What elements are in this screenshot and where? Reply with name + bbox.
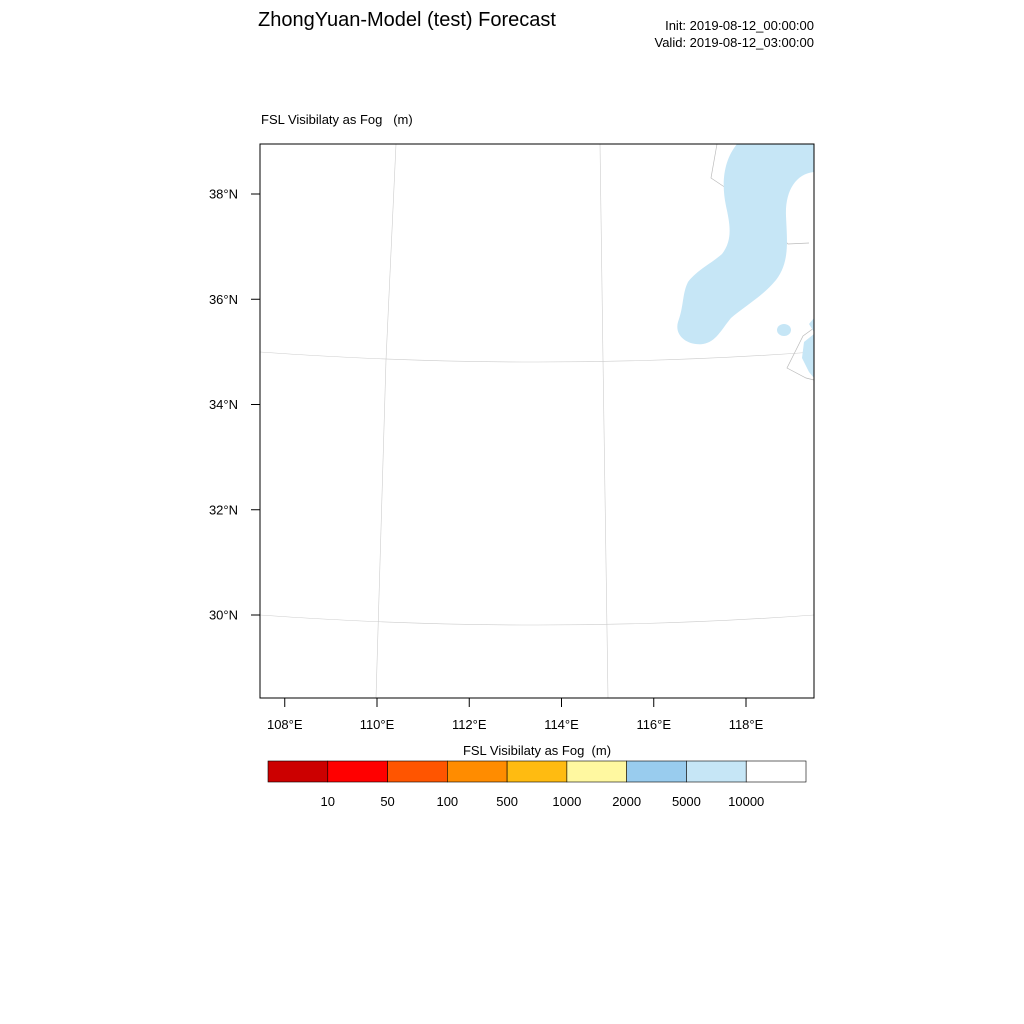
colorbar-box bbox=[267, 760, 329, 783]
colorbar-label: 5000 bbox=[672, 794, 701, 809]
colorbar-label: 1000 bbox=[552, 794, 581, 809]
init-time: Init: 2019-08-12_00:00:00 bbox=[665, 18, 814, 33]
longitude-axis: 108°E 110°E 112°E 114°E 116°E 118°E bbox=[267, 698, 764, 732]
lon-tick-label: 112°E bbox=[452, 717, 487, 732]
lat-tick-label: 30°N bbox=[209, 608, 238, 623]
colorbar-box bbox=[506, 760, 568, 783]
fog-region bbox=[677, 144, 814, 345]
lat-tick-label: 36°N bbox=[209, 292, 238, 307]
lon-tick-label: 118°E bbox=[729, 717, 764, 732]
lon-tick-label: 114°E bbox=[544, 717, 579, 732]
lat-tick-label: 32°N bbox=[209, 502, 238, 517]
colorbar-label: 500 bbox=[496, 794, 518, 809]
valid-time: Valid: 2019-08-12_03:00:00 bbox=[654, 35, 815, 50]
lon-tick-label: 110°E bbox=[360, 717, 395, 732]
colorbar-box bbox=[327, 760, 388, 783]
colorbar-box bbox=[745, 760, 807, 783]
lat-tick-label: 34°N bbox=[209, 397, 238, 412]
lon-tick-label: 108°E bbox=[267, 717, 303, 732]
colorbar-title: FSL Visibilaty as Fog (m) bbox=[462, 743, 612, 758]
colorbar-label: 10 bbox=[321, 794, 335, 809]
graticule bbox=[259, 143, 815, 699]
colorbar-box bbox=[686, 760, 747, 783]
map-frame bbox=[259, 143, 815, 699]
colorbar-label: 2000 bbox=[612, 794, 641, 809]
chart-title: ZhongYuan-Model (test) Forecast bbox=[258, 9, 556, 31]
fog-region bbox=[777, 324, 791, 336]
colorbar-box bbox=[387, 760, 448, 783]
fog-region bbox=[802, 334, 814, 378]
graticule-line bbox=[259, 614, 815, 626]
latitude-axis: 38°N 36°N 34°N 32°N 30°N bbox=[209, 187, 260, 623]
colorbar-label: 100 bbox=[436, 794, 458, 809]
field-title: FSL Visibilaty as Fog (m) bbox=[261, 112, 413, 127]
border-line bbox=[786, 327, 815, 381]
lon-tick-label: 116°E bbox=[636, 717, 671, 732]
colorbar-box bbox=[626, 760, 687, 783]
colorbar-label: 10000 bbox=[728, 794, 764, 809]
colorbar-box bbox=[566, 760, 627, 783]
graticule-line bbox=[599, 143, 609, 699]
lat-tick-label: 38°N bbox=[209, 187, 238, 202]
colorbar-label: 50 bbox=[380, 794, 394, 809]
fog-region bbox=[809, 318, 814, 332]
colorbar: 10 50 100 500 1000 2000 5000 10000 bbox=[267, 760, 807, 809]
colorbar-box bbox=[447, 760, 508, 783]
fog-shading bbox=[677, 144, 814, 378]
graticule-line bbox=[259, 351, 815, 363]
graticule-line bbox=[375, 143, 397, 699]
